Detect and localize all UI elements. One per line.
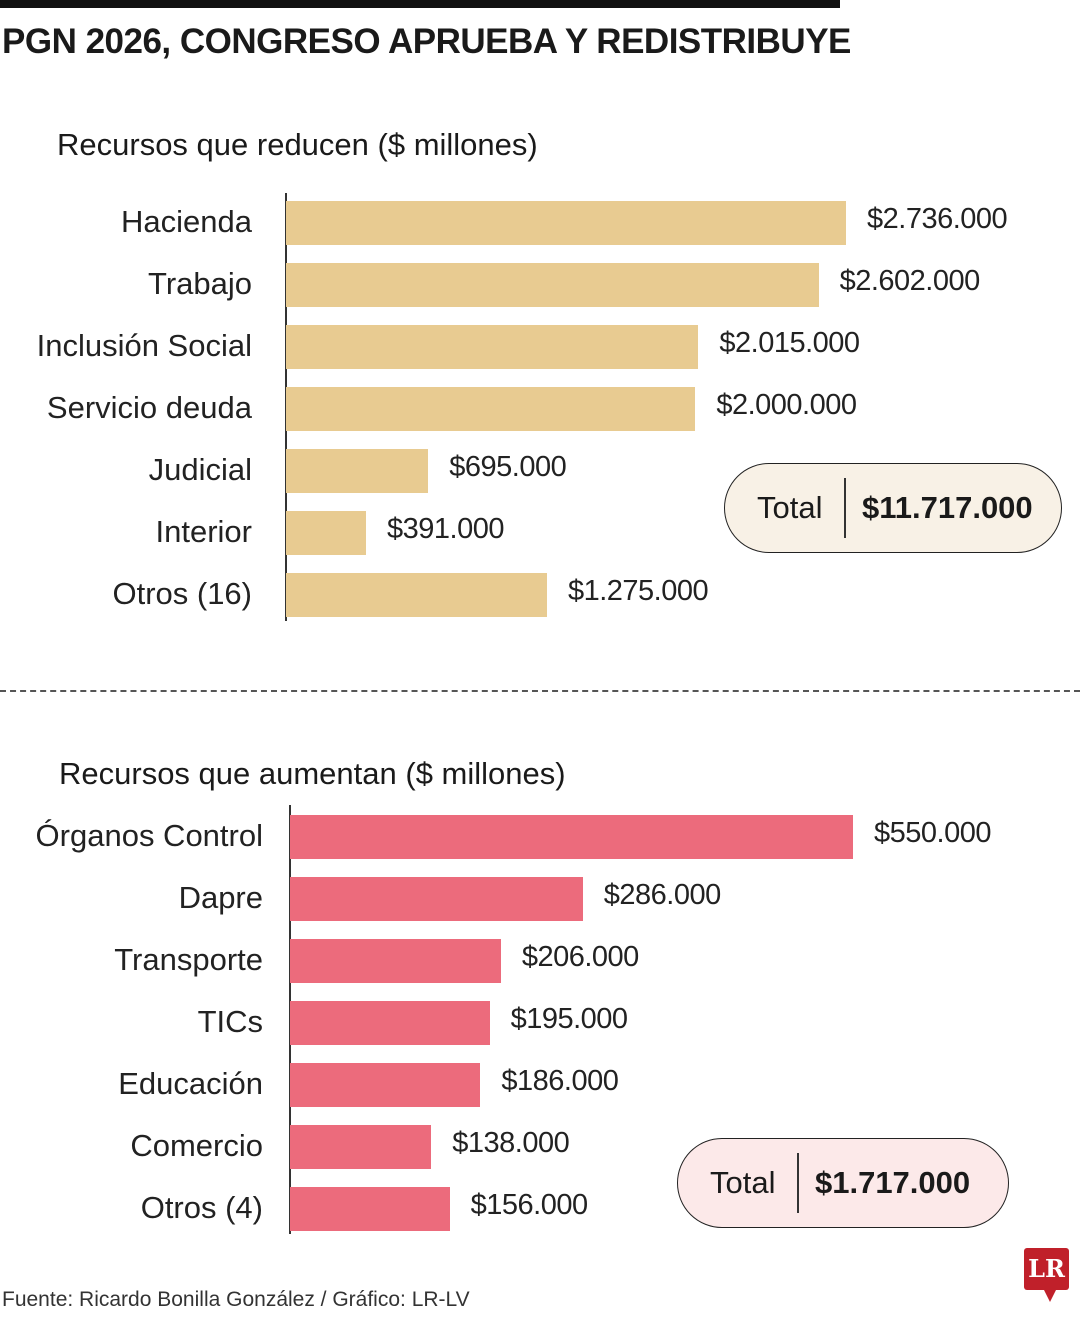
total-label: Total: [757, 490, 823, 525]
category-label: TICs: [197, 1004, 263, 1039]
bar: [290, 1125, 432, 1169]
total-separator: [844, 478, 846, 538]
value-label: $2.736.000: [867, 203, 1008, 235]
value-label: $156.000: [470, 1189, 588, 1221]
total-value: $1.717.000: [814, 1165, 971, 1200]
top-rule: [0, 0, 840, 8]
chart-title-reducen: Recursos que reducen ($ millones): [57, 127, 538, 162]
category-label: Hacienda: [121, 204, 252, 239]
source-note: Fuente: Ricardo Bonilla González / Gráfi…: [2, 1288, 470, 1311]
value-label: $206.000: [521, 941, 639, 973]
value-label: $2.000.000: [716, 389, 857, 421]
bar: [286, 387, 696, 431]
total-pill-reducen: Total $11.717.000: [724, 463, 1062, 553]
bar: [286, 201, 846, 245]
chart-title-aumentan: Recursos que aumentan ($ millones): [59, 756, 566, 791]
category-label: Interior: [155, 514, 252, 549]
category-label: Educación: [118, 1066, 263, 1101]
bar: [290, 1063, 481, 1107]
lr-logo: LR: [1024, 1248, 1069, 1302]
bar: [290, 1187, 450, 1231]
category-label: Otros (4): [140, 1190, 263, 1225]
bar: [290, 939, 501, 983]
value-label: $1.275.000: [567, 575, 709, 607]
bar: [290, 877, 583, 921]
value-label: $391.000: [387, 513, 504, 545]
category-label: Órganos Control: [35, 818, 263, 853]
bar: [286, 573, 547, 617]
bar: [286, 511, 367, 555]
bar: [290, 815, 853, 859]
section-divider: [0, 690, 1080, 692]
value-label: $186.000: [501, 1065, 619, 1097]
bar: [286, 263, 819, 307]
value-label: $2.602.000: [839, 265, 981, 297]
y-axis-line: [285, 193, 287, 621]
total-label: Total: [710, 1165, 776, 1200]
value-label: $195.000: [510, 1003, 628, 1035]
category-label: Dapre: [178, 880, 263, 915]
value-label: $695.000: [449, 451, 567, 483]
value-label: $286.000: [603, 879, 721, 911]
category-label: Judicial: [148, 452, 252, 487]
bar: [286, 449, 429, 493]
value-label: $550.000: [874, 817, 991, 849]
total-separator: [797, 1153, 799, 1213]
category-label: Trabajo: [148, 266, 252, 301]
category-label: Servicio deuda: [46, 390, 252, 425]
value-label: $138.000: [452, 1127, 570, 1159]
value-label: $2.015.000: [719, 327, 860, 359]
page-title: PGN 2026, CONGRESO APRUEBA Y REDISTRIBUY…: [2, 22, 851, 61]
y-axis-line: [289, 805, 291, 1234]
category-label: Transporte: [114, 942, 263, 977]
total-value: $11.717.000: [861, 490, 1033, 525]
category-label: Comercio: [130, 1128, 263, 1163]
bar: [286, 325, 699, 369]
category-label: Otros (16): [112, 576, 252, 611]
category-label: Inclusión Social: [36, 328, 252, 363]
bar: [290, 1001, 490, 1045]
total-pill-aumentan: Total $1.717.000: [677, 1138, 1009, 1228]
